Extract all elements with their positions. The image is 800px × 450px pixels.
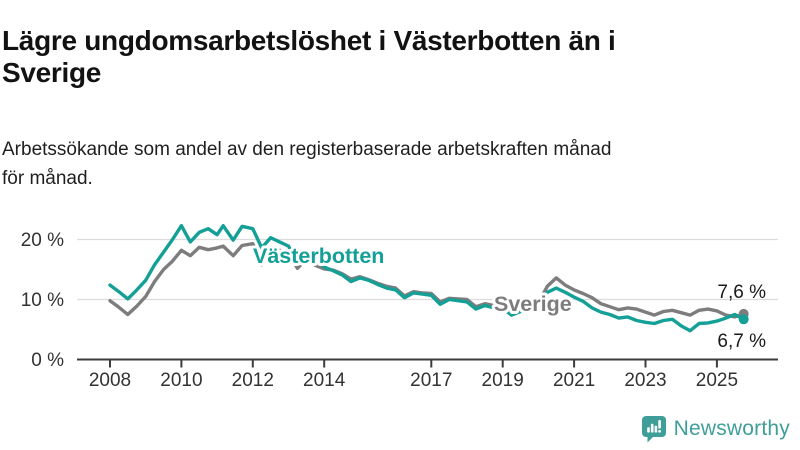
x-tick-label: 2010 xyxy=(160,370,202,391)
x-tick-label: 2014 xyxy=(303,370,346,391)
page-subtitle-line-1: Arbetssökande som andel av den registerb… xyxy=(2,139,612,160)
page-subtitle: Arbetssökande som andel av den registerb… xyxy=(2,135,772,194)
series-line-västerbotten xyxy=(108,224,746,333)
x-tick-label: 2023 xyxy=(624,370,666,391)
page-title-line-2: Sverige xyxy=(2,57,102,89)
line-chart: 20 % 10 % 0 % 2008 2010 2012 2014 2017 2019 2021 2… xyxy=(21,224,778,391)
end-value-label-västerbotten: 6,7 % xyxy=(717,331,766,352)
end-value-label-sverige: 7,6 % xyxy=(717,282,766,303)
page-title: Lägre ungdomsarbetslöshet i Västerbotten… xyxy=(2,25,772,90)
x-tick-label: 2017 xyxy=(410,370,452,391)
x-tick-label: 2019 xyxy=(482,370,524,391)
page-subtitle-line-2: för månad. xyxy=(2,168,93,190)
x-tick-label: 2021 xyxy=(553,370,595,391)
series-label-västerbotten: Västerbotten xyxy=(253,244,384,268)
newsworthy-bar-chart-bubble-icon xyxy=(641,416,666,443)
y-tick-label: 0 % xyxy=(31,350,64,371)
x-tick-label: 2008 xyxy=(89,370,131,391)
x-tick-label: 2025 xyxy=(696,370,738,391)
y-tick-label: 10 % xyxy=(21,290,64,311)
series-line-sverige xyxy=(108,242,746,319)
newsworthy-wordmark: Newsworthy xyxy=(673,417,790,440)
series-end-dot-västerbotten xyxy=(738,314,749,325)
series-label-sverige: Sverige xyxy=(494,292,572,316)
newsworthy-logo: Newsworthy xyxy=(641,415,790,443)
page-title-line-1: Lägre ungdomsarbetslöshet i Västerbotten… xyxy=(2,24,616,56)
y-tick-label: 20 % xyxy=(21,230,64,251)
x-tick-label: 2012 xyxy=(232,370,274,391)
